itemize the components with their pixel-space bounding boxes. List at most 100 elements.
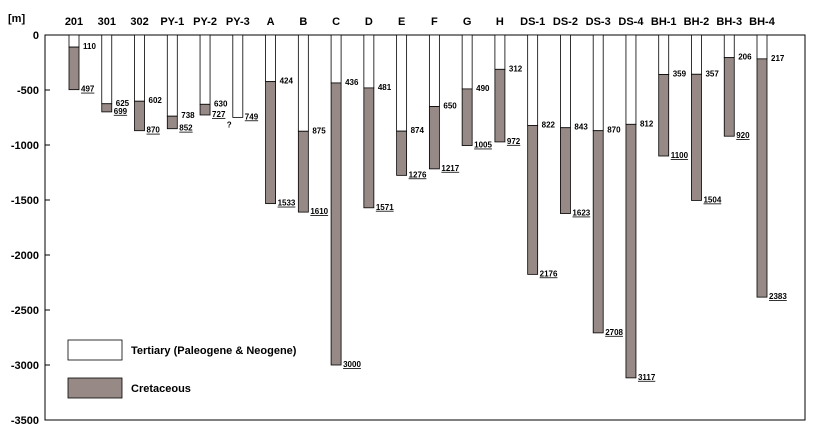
tertiary-bar <box>297 34 309 132</box>
legend-label: Tertiary (Paleogene & Neogene) <box>131 345 297 357</box>
cretaceous-bar <box>527 125 539 275</box>
bottom-depth-label: 3000 <box>343 360 361 369</box>
well-name-label: B <box>299 16 307 28</box>
y-tick-label: -3500 <box>11 415 39 427</box>
tertiary-base-label: 357 <box>705 69 719 78</box>
tertiary-bar <box>363 34 375 89</box>
cretaceous-bar <box>691 73 702 201</box>
bottom-depth-label: 920 <box>736 131 750 140</box>
tertiary-bar <box>199 34 211 105</box>
tertiary-base-label: 875 <box>312 126 326 135</box>
tertiary-bar <box>723 34 735 59</box>
bottom-depth-label: 497 <box>81 85 95 94</box>
cretaceous-bar <box>723 57 735 137</box>
bottom-depth-label: 1100 <box>671 151 689 160</box>
tertiary-base-label: ? <box>227 120 232 129</box>
cretaceous-bar <box>428 106 440 170</box>
well-name-label: H <box>496 16 504 28</box>
y-tick-label: -3000 <box>11 360 39 372</box>
bottom-depth-label: 699 <box>114 107 128 116</box>
cretaceous-bar <box>199 103 211 116</box>
tertiary-base-label: 874 <box>411 126 425 135</box>
tertiary-base-label: 481 <box>378 83 392 92</box>
tertiary-bar <box>396 34 408 132</box>
bottom-depth-label: 852 <box>179 124 193 133</box>
bottom-depth-label: 870 <box>147 126 161 135</box>
well-name-label: E <box>398 16 405 28</box>
cretaceous-bar <box>625 123 637 379</box>
bottom-depth-label: 1005 <box>474 141 492 150</box>
well-name-label: DS-4 <box>618 16 644 28</box>
cretaceous-bar <box>265 81 276 205</box>
tertiary-base-label: 490 <box>476 84 490 93</box>
legend-label: Cretaceous <box>131 383 191 395</box>
tertiary-bar <box>658 34 670 75</box>
well-name-label: BH-3 <box>716 16 742 28</box>
cretaceous-bar <box>166 115 178 130</box>
well-name-label: DS-2 <box>553 16 578 28</box>
tertiary-base-label: 738 <box>181 111 195 120</box>
y-tick-label: -2500 <box>11 305 39 317</box>
well-name-label: 301 <box>98 16 116 28</box>
cretaceous-bar <box>330 82 342 366</box>
tertiary-base-label: 359 <box>673 69 687 78</box>
well-name-label: G <box>463 16 472 28</box>
tertiary-base-label: 625 <box>116 99 130 108</box>
tertiary-base-label: 312 <box>509 64 523 73</box>
bottom-depth-label: 1571 <box>376 203 394 212</box>
y-tick-label: 0 <box>33 30 39 42</box>
cretaceous-bar <box>494 68 506 143</box>
tertiary-base-label: 650 <box>443 102 457 111</box>
legend: Tertiary (Paleogene & Neogene) Cretaceous <box>67 339 297 399</box>
tertiary-bar <box>101 34 113 105</box>
well-name-label: 302 <box>130 16 148 28</box>
tertiary-bar <box>691 34 702 75</box>
tertiary-bar <box>527 34 539 126</box>
cretaceous-bar <box>396 130 408 176</box>
bottom-depth-label: 2383 <box>769 292 787 301</box>
tertiary-bar <box>68 34 80 48</box>
cretaceous-bar <box>101 103 113 113</box>
legend-swatch <box>67 339 123 361</box>
cretaceous-bar <box>363 87 375 209</box>
axes: [m] 0 -500 -1000 -1500 -2000 -2500 -3000 -3500 <box>8 13 806 427</box>
tertiary-base-label: 110 <box>83 42 96 51</box>
plot-frame <box>44 34 806 421</box>
bottom-depth-label: 1276 <box>409 170 427 179</box>
y-unit-label: [m] <box>8 13 25 25</box>
well-name-label: A <box>267 16 275 28</box>
bottom-depth-label: 2176 <box>540 269 558 278</box>
cretaceous-bar <box>134 100 145 132</box>
well-name-label: BH-4 <box>749 16 776 28</box>
tertiary-bar <box>166 34 178 117</box>
tertiary-bar <box>330 34 342 84</box>
cretaceous-bar <box>658 74 670 157</box>
well-name-label: DS-1 <box>520 16 545 28</box>
y-tick-label: -1500 <box>11 195 39 207</box>
tertiary-bar <box>592 34 604 132</box>
cretaceous-bar <box>461 88 473 146</box>
cretaceous-bar <box>297 130 309 213</box>
tertiary-bar <box>461 34 473 90</box>
well-name-label: PY-3 <box>226 16 250 28</box>
bars <box>68 34 768 379</box>
tertiary-bar <box>560 34 571 129</box>
tertiary-base-label: 424 <box>280 77 294 86</box>
well-name-label: F <box>431 16 438 28</box>
well-name-label: PY-2 <box>193 16 217 28</box>
tertiary-bar <box>756 34 768 60</box>
bottom-depth-label: 1533 <box>278 199 296 208</box>
well-name-label: D <box>365 16 373 28</box>
tertiary-base-label: 822 <box>542 120 556 129</box>
bottom-depth-label: 1610 <box>310 207 328 216</box>
tertiary-bar <box>494 34 506 70</box>
tertiary-base-label: 206 <box>738 53 752 62</box>
cretaceous-bar <box>68 46 80 91</box>
tertiary-base-label: 812 <box>640 119 654 128</box>
legend-swatch <box>67 377 123 399</box>
cretaceous-bar <box>592 130 604 334</box>
cretaceous-bar <box>756 58 768 298</box>
well-name-label: BH-1 <box>651 16 677 28</box>
